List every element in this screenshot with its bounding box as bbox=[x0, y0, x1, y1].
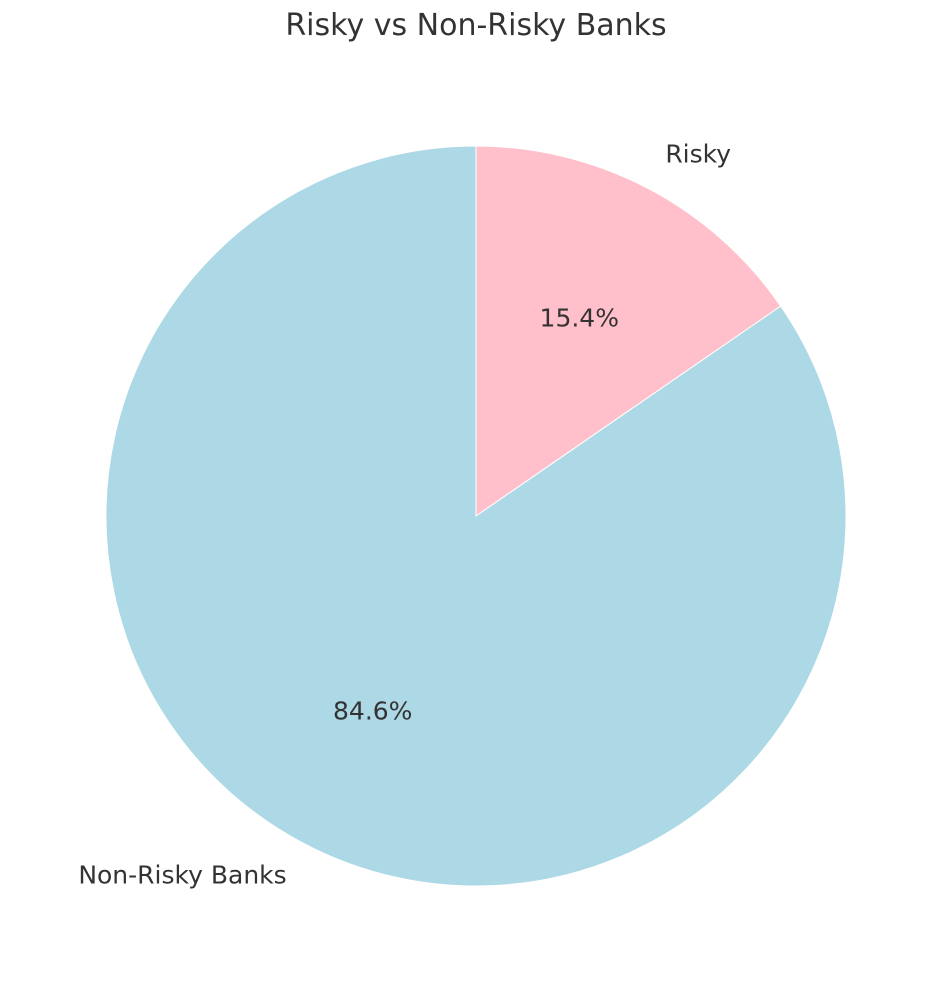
pie-category-label: Non-Risky Banks bbox=[78, 860, 286, 889]
pie-category-label: Risky bbox=[665, 140, 731, 169]
pie-slice-non-risky-banks bbox=[105, 145, 847, 887]
chart-title: Risky vs Non-Risky Banks bbox=[285, 8, 667, 43]
pie-pct-label: 15.4% bbox=[540, 303, 619, 332]
pie-slice-risky bbox=[475, 145, 782, 517]
pie-pct-label: 84.6% bbox=[333, 697, 412, 726]
